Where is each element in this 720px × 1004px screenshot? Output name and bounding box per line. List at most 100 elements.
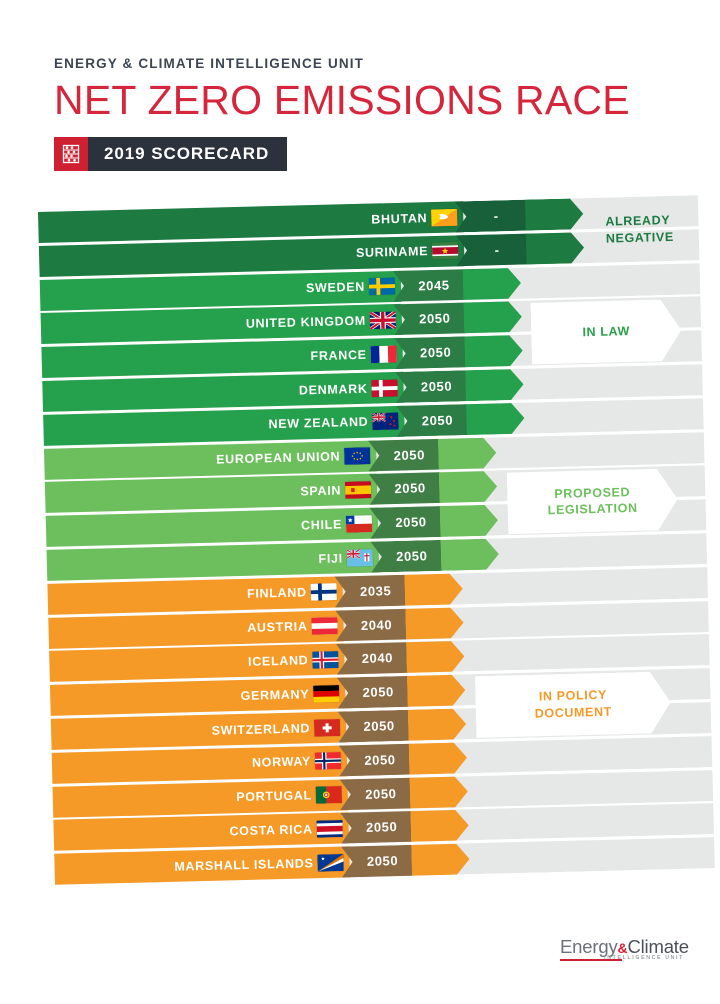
row-arrow-head	[409, 776, 468, 808]
legend-callout-in-law: IN LAW	[530, 299, 682, 364]
legend-callout-in-policy-document: IN POLICY DOCUMENT	[475, 671, 671, 738]
country-row[interactable]: BHUTAN -	[38, 198, 584, 243]
legend-callout-line: PROPOSED	[554, 484, 631, 501]
country-row[interactable]: SPAIN 2050	[44, 471, 498, 514]
country-row[interactable]: CHILE 2050	[45, 505, 499, 548]
country-name: EUROPEAN UNION	[215, 449, 341, 467]
country-row[interactable]: SWITZERLAND 2050	[50, 708, 467, 750]
portugal-flag	[315, 786, 343, 804]
country-name: DENMARK	[298, 381, 368, 397]
chart-rows-container: BHUTAN - SURINAME - SWEDEN 2045 UNITED KINGDOM…	[38, 195, 720, 902]
country-row[interactable]: FINLAND 2035	[47, 573, 463, 615]
country-name: BHUTAN	[371, 210, 428, 227]
eciu-logo: Energy & Climate INTELLIGENCE UNIT	[560, 936, 689, 961]
legend-callout-line: IN POLICY	[538, 688, 608, 704]
european-union-flag	[344, 447, 371, 465]
row-arrow-head	[439, 471, 498, 503]
row-arrow-head	[465, 369, 524, 401]
marshall-islands-flag	[317, 853, 344, 872]
row-arrow-head	[404, 573, 463, 605]
sweden-flag	[368, 277, 396, 296]
row-arrow-head	[407, 675, 466, 707]
page-title: NET ZERO EMISSIONS RACE	[54, 77, 630, 123]
row-arrow-head	[409, 742, 468, 774]
row-arrow-head	[438, 437, 497, 469]
country-row[interactable]: FRANCE 2050	[41, 335, 523, 379]
row-arrow-head	[411, 843, 470, 875]
iceland-flag	[312, 650, 339, 669]
country-row[interactable]: PORTUGAL 2050	[52, 776, 469, 818]
logo-rule	[560, 959, 622, 961]
country-name: SURINAME	[355, 244, 429, 261]
country-name: NORWAY	[251, 754, 312, 771]
country-row[interactable]: MARSHALL ISLANDS 2050	[54, 843, 470, 885]
legend-callout-line: NEGATIVE	[605, 229, 674, 246]
country-name: UNITED KINGDOM	[245, 313, 367, 331]
scorecard-chart: BHUTAN - SURINAME - SWEDEN 2045 UNITED KINGDOM…	[0, 195, 720, 916]
country-row[interactable]: ICELAND 2040	[49, 641, 465, 683]
country-name: MARSHALL ISLANDS	[174, 855, 314, 874]
country-row[interactable]: GERMANY 2050	[49, 675, 466, 717]
legend-callout-line: DOCUMENT	[534, 704, 613, 721]
country-name: GERMANY	[240, 686, 310, 703]
suriname-flag	[431, 242, 459, 260]
row-arrow-head	[410, 810, 469, 842]
scorecard-badge: 2019 SCORECARD	[54, 137, 288, 171]
country-row[interactable]: FIJI 2050	[46, 538, 500, 581]
united-kingdom-flag	[369, 311, 397, 330]
austria-flag	[311, 617, 338, 635]
row-arrow-head	[466, 403, 525, 435]
country-name: SWITZERLAND	[211, 720, 311, 738]
france-flag	[370, 345, 397, 363]
country-row[interactable]: SWEDEN 2045	[39, 267, 522, 311]
country-name: PORTUGAL	[236, 788, 313, 805]
country-name: CHILE	[300, 517, 343, 533]
logo-energy-text: Energy	[560, 936, 618, 957]
bhutan-flag	[431, 208, 458, 227]
row-arrow-head	[440, 538, 499, 570]
country-row[interactable]: NORWAY 2050	[51, 742, 468, 784]
country-name: AUSTRIA	[247, 619, 308, 635]
country-name: NEW ZEALAND	[268, 415, 369, 432]
country-name: ICELAND	[247, 653, 309, 669]
row-arrow-head	[463, 267, 522, 299]
organisation-kicker: ENERGY & CLIMATE INTELLIGENCE UNIT	[54, 56, 365, 71]
country-row[interactable]: SURINAME -	[38, 232, 585, 277]
row-arrow-head	[526, 232, 585, 264]
row-arrow-head	[440, 505, 499, 537]
country-name: FIJI	[318, 550, 344, 566]
row-arrow-head	[405, 607, 464, 639]
row-arrow-head	[408, 708, 467, 740]
country-row[interactable]: UNITED KINGDOM 2050	[40, 301, 523, 345]
row-arrow-head	[525, 198, 584, 230]
abacus-icon	[54, 137, 88, 171]
country-row[interactable]: DENMARK 2050	[42, 369, 524, 412]
spain-flag	[344, 481, 372, 499]
country-row[interactable]: EUROPEAN UNION 2050	[43, 437, 497, 480]
legend-callout-already-negative: ALREADY NEGATIVE	[587, 196, 720, 262]
page-header: ENERGY & CLIMATE INTELLIGENCE UNIT NET Z…	[54, 56, 674, 171]
logo-climate-text: Climate	[627, 936, 689, 957]
row-arrow-head	[464, 335, 523, 367]
row-arrow-head	[406, 641, 465, 673]
finland-flag	[310, 583, 337, 602]
logo-ampersand: &	[617, 940, 628, 956]
germany-flag	[313, 684, 340, 703]
logo-wordmark: Energy & Climate	[560, 936, 689, 958]
norway-flag	[314, 752, 342, 770]
country-row[interactable]: NEW ZEALAND 2050	[43, 403, 525, 446]
costa-rica-flag	[316, 819, 343, 838]
legend-callout-line: ALREADY	[605, 213, 671, 229]
legend-callout-line: IN LAW	[582, 323, 631, 340]
legend-callout-proposed-legislation: PROPOSED LEGISLATION	[507, 468, 679, 534]
denmark-flag	[371, 378, 398, 397]
country-row[interactable]: AUSTRIA 2040	[48, 607, 464, 649]
fiji-flag	[346, 548, 374, 567]
country-name: COSTA RICA	[229, 822, 313, 839]
legend-callout-line: LEGISLATION	[547, 501, 638, 518]
country-row[interactable]: COSTA RICA 2050	[53, 810, 469, 852]
scorecard-badge-label: 2019 SCORECARD	[88, 137, 288, 171]
logo-subtitle: INTELLIGENCE UNIT	[604, 955, 684, 961]
country-name: FINLAND	[246, 585, 307, 602]
new-zealand-flag	[372, 412, 399, 431]
